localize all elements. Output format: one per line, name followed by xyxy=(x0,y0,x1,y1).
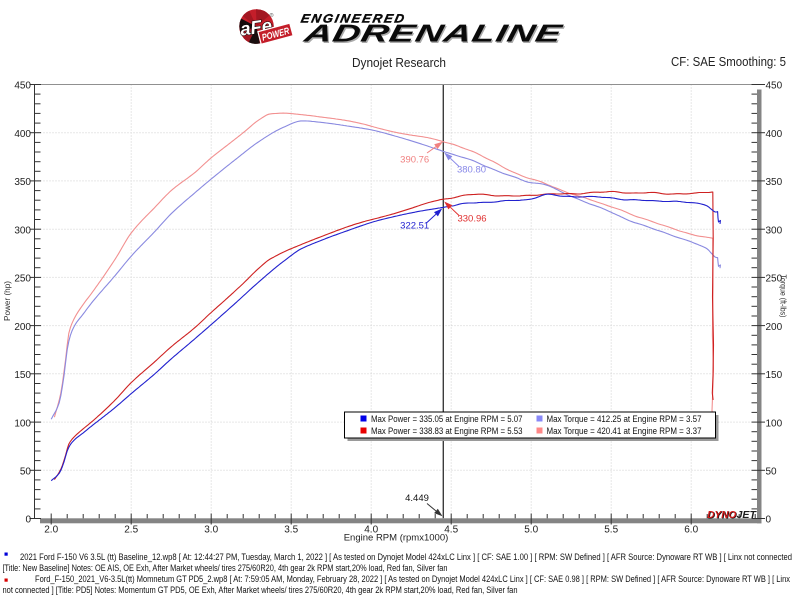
svg-text:300: 300 xyxy=(14,225,31,236)
svg-text:0: 0 xyxy=(25,515,31,526)
svg-text:Ford_F-150_2021_V6-3.5L(tt) Mo: Ford_F-150_2021_V6-3.5L(tt) Momnetum GT … xyxy=(35,574,790,584)
svg-text:Max Torque = 412.25 at Engine: Max Torque = 412.25 at Engine RPM = 3.57 xyxy=(547,414,702,424)
svg-text:ADRENALINE: ADRENALINE xyxy=(300,21,566,48)
svg-text:2021 Ford F-150 V6 3.5L (tt) B: 2021 Ford F-150 V6 3.5L (tt) Baseline_12… xyxy=(20,552,792,562)
svg-text:200: 200 xyxy=(14,322,31,333)
svg-text:0: 0 xyxy=(766,515,772,526)
svg-text:DYNO: DYNO xyxy=(708,510,737,522)
svg-text:250: 250 xyxy=(766,274,783,285)
svg-text:322.51: 322.51 xyxy=(400,221,429,232)
svg-text:150: 150 xyxy=(14,370,31,381)
svg-text:Max Power = 335.05 at Engine R: Max Power = 335.05 at Engine RPM = 5.07 xyxy=(371,414,523,424)
svg-text:400: 400 xyxy=(766,129,783,140)
svg-text:2.5: 2.5 xyxy=(124,525,138,536)
svg-text:3.5: 3.5 xyxy=(284,525,298,536)
svg-text:380.80: 380.80 xyxy=(457,164,486,175)
svg-text:3.0: 3.0 xyxy=(204,525,218,536)
svg-text:CF: SAE Smoothing: 5: CF: SAE Smoothing: 5 xyxy=(671,55,786,69)
svg-text:100: 100 xyxy=(766,418,783,429)
svg-text:50: 50 xyxy=(766,467,778,478)
svg-text:450: 450 xyxy=(766,81,783,92)
svg-text:390.76: 390.76 xyxy=(400,154,429,165)
svg-text:DYNO: DYNO xyxy=(707,509,736,521)
svg-text:6.0: 6.0 xyxy=(684,525,698,536)
svg-text:Max Torque = 420.41 at Engine: Max Torque = 420.41 at Engine RPM = 3.37 xyxy=(547,426,702,436)
svg-text:not connected ] [Title: PD5]: not connected ] [Title: PD5] Notes: Mome… xyxy=(3,585,518,595)
svg-text:JET: JET xyxy=(737,509,758,521)
svg-text:4.449: 4.449 xyxy=(405,493,429,504)
svg-text:400: 400 xyxy=(14,129,31,140)
svg-text:4.5: 4.5 xyxy=(444,525,458,536)
svg-text:100: 100 xyxy=(14,418,31,429)
svg-text:4.0: 4.0 xyxy=(364,525,378,536)
svg-text:150: 150 xyxy=(766,370,783,381)
svg-text:300: 300 xyxy=(766,225,783,236)
svg-text:330.96: 330.96 xyxy=(457,214,486,225)
svg-text:200: 200 xyxy=(766,322,783,333)
svg-text:Torque (ft-lbs): Torque (ft-lbs) xyxy=(779,275,788,318)
svg-text:Engine RPM (rpmx1000): Engine RPM (rpmx1000) xyxy=(344,533,449,544)
svg-text:ADRENALINE: ADRENALINE xyxy=(302,22,568,49)
svg-text:5.0: 5.0 xyxy=(524,525,538,536)
svg-text:350: 350 xyxy=(766,177,783,188)
svg-text:50: 50 xyxy=(20,467,32,478)
svg-text:350: 350 xyxy=(14,177,31,188)
svg-text:®: ® xyxy=(270,12,274,19)
svg-text:5.5: 5.5 xyxy=(604,525,618,536)
svg-text:Dynojet Research: Dynojet Research xyxy=(352,55,446,70)
svg-text:250: 250 xyxy=(14,274,31,285)
svg-text:Power (hp): Power (hp) xyxy=(3,281,12,321)
svg-text:[Title: New Baseline] Notes:: [Title: New Baseline] Notes: OE AIS, OE … xyxy=(3,563,448,573)
svg-text:2.0: 2.0 xyxy=(44,525,58,536)
svg-text:Max Power = 338.83 at Engine R: Max Power = 338.83 at Engine RPM = 5.53 xyxy=(371,426,523,436)
svg-text:450: 450 xyxy=(14,81,31,92)
svg-text:ENGINEERED: ENGINEERED xyxy=(300,12,408,26)
